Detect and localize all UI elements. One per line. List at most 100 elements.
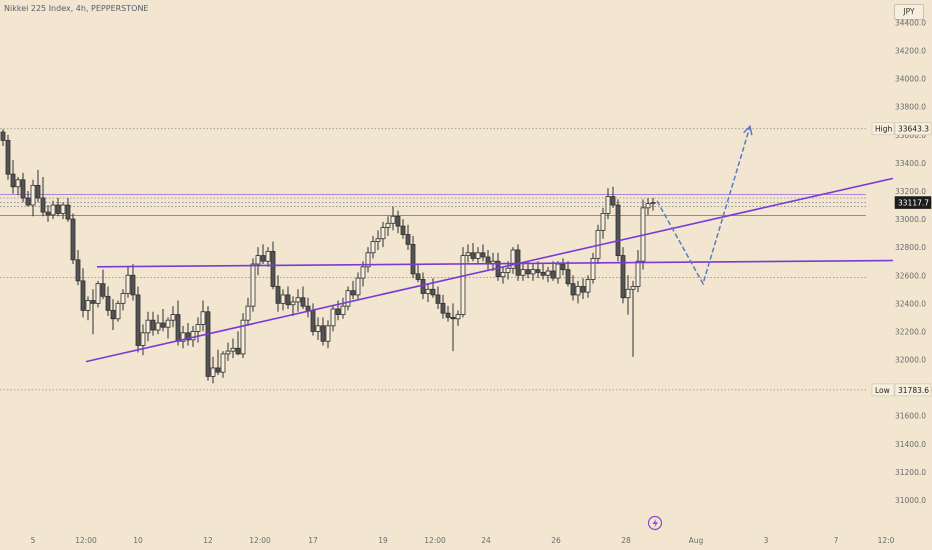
channel-lines[interactable] [85, 177, 894, 363]
y-tick-label: 34000.0 [895, 75, 926, 84]
candle-body [525, 269, 531, 275]
candle-body [95, 283, 101, 304]
candle-body [375, 238, 381, 242]
candle-body [30, 184, 36, 206]
candle-body [380, 227, 386, 240]
projection-arrow[interactable] [656, 124, 753, 286]
candle-body [80, 280, 86, 311]
candle-body [155, 322, 161, 331]
candles [0, 129, 656, 384]
price-axis[interactable]: 31000.031200.031400.031600.031800.032000… [895, 18, 926, 504]
candle-body [115, 302, 121, 320]
candle-body [125, 274, 131, 294]
chart-title: Nikkei 225 Index, 4h, PEPPERSTONE [4, 4, 149, 13]
candle-body [15, 179, 21, 188]
lightning-icon[interactable] [647, 515, 663, 531]
candle-body [435, 294, 441, 304]
candle-body [580, 286, 586, 293]
candle-body [600, 213, 606, 231]
candle-body [400, 225, 406, 235]
candle-body [330, 308, 336, 327]
x-tick-label: Aug [689, 536, 704, 545]
y-tick-label: 31400.0 [895, 440, 926, 449]
candle-body [320, 325, 326, 342]
candle-body [360, 266, 366, 279]
candle-body [370, 241, 376, 254]
candle-body [315, 325, 321, 332]
candle-body [65, 204, 71, 220]
candle-body [415, 273, 421, 280]
candle-body [275, 286, 281, 304]
projection-path[interactable] [656, 126, 751, 286]
candle-body [645, 203, 651, 209]
candle-body [565, 269, 571, 285]
candle-body [60, 204, 66, 214]
candle-body [475, 252, 481, 259]
y-tick-label: 33000.0 [895, 215, 926, 224]
candle-body [50, 204, 56, 216]
candle-body [105, 295, 111, 311]
candle-body [245, 305, 251, 321]
candle-body [620, 255, 626, 299]
candle-body [520, 269, 526, 276]
candle-body [630, 286, 636, 290]
candle-body [570, 283, 576, 296]
candle-body [420, 279, 426, 294]
candle-body [75, 259, 81, 282]
candle-body [35, 184, 41, 199]
candle-body [240, 319, 246, 355]
y-tick-label: 31600.0 [895, 412, 926, 421]
candle-body [175, 314, 181, 342]
arrow-head [743, 124, 753, 136]
candle-body [395, 215, 401, 227]
candle-body [460, 255, 466, 315]
y-tick-label: 32400.0 [895, 299, 926, 308]
channel-trendline[interactable] [85, 177, 894, 363]
candle-body [40, 197, 46, 213]
price-tag-value: 33643.3 [898, 125, 929, 134]
candle-body [190, 331, 196, 341]
candle-body [625, 288, 631, 299]
x-tick-label: 26 [551, 536, 561, 545]
candle-body [575, 286, 581, 296]
candle-body [165, 319, 171, 328]
candle-body [5, 140, 11, 175]
candle-body [140, 332, 146, 346]
y-tick-label: 32800.0 [895, 243, 926, 252]
x-tick-label: 19 [378, 536, 388, 545]
candle-body [285, 294, 291, 306]
candle-body [350, 290, 356, 296]
x-tick-label: 3 [764, 536, 769, 545]
candle-body [110, 309, 116, 320]
time-axis[interactable]: 5 12:00 10 12 12:00 17 19 12:00 24 26 28 Aug 3 7 12:0 [31, 536, 895, 545]
candle-body [590, 258, 596, 280]
candle-body [205, 311, 211, 377]
candle-body [130, 274, 136, 296]
candle-body [265, 250, 271, 262]
candle-body [355, 277, 361, 296]
candle-body [605, 196, 611, 214]
candle-body [180, 332, 186, 342]
channel-trendline[interactable] [96, 259, 894, 268]
y-tick-label: 34400.0 [895, 18, 926, 27]
currency-button[interactable]: JPY [894, 4, 924, 20]
candle-body [0, 131, 6, 141]
y-tick-label: 33800.0 [895, 103, 926, 112]
x-tick-label: 17 [308, 536, 318, 545]
candle-body [585, 279, 591, 293]
candle-body [235, 347, 241, 355]
x-tick-label: 24 [481, 536, 491, 545]
candle-body [255, 255, 261, 265]
candle-body [345, 290, 351, 307]
candle-body [305, 305, 311, 311]
candle-body [450, 316, 456, 320]
candle-body [210, 367, 216, 377]
x-tick-label: 5 [31, 536, 36, 545]
candle-body [90, 300, 96, 304]
price-tag-box [871, 383, 895, 397]
x-tick-label: 7 [834, 536, 839, 545]
candle-body [440, 302, 446, 314]
candle-body [85, 300, 91, 311]
candle-body [300, 297, 306, 307]
